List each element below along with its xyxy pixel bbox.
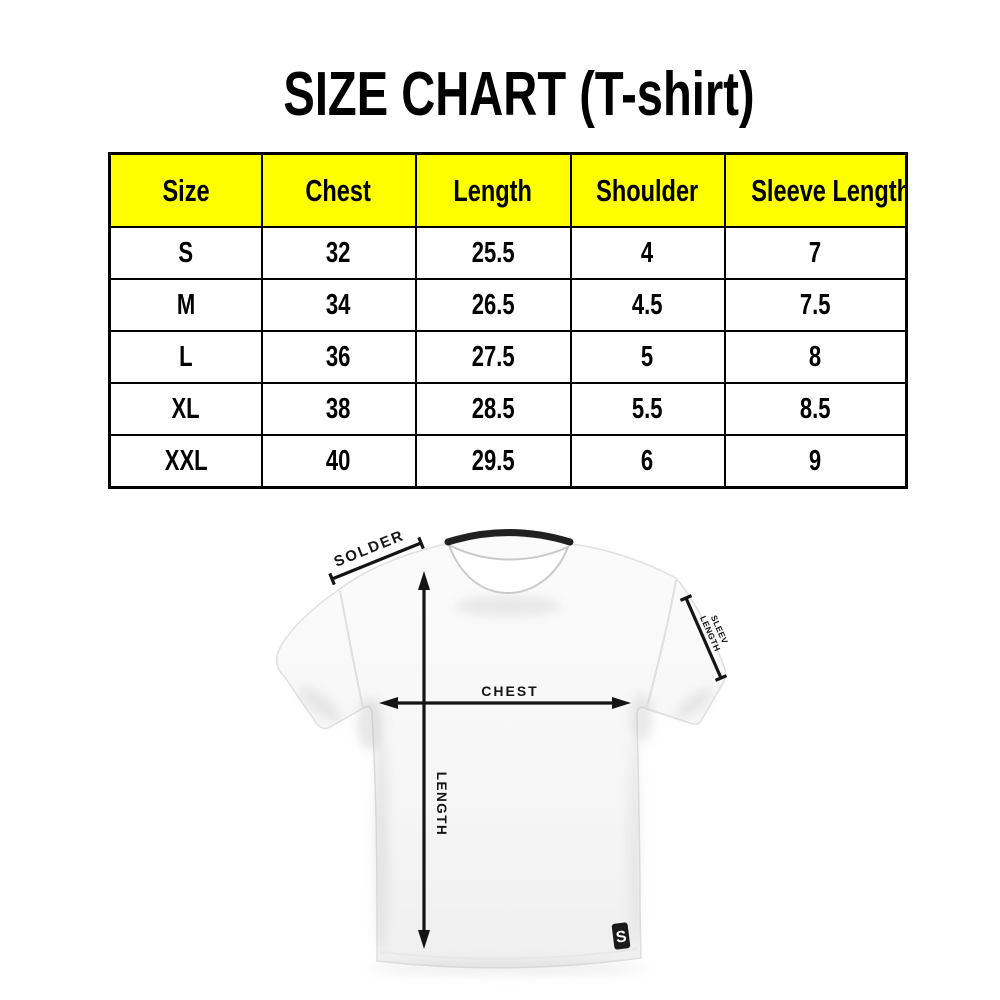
brand-tag-letter: S [615,928,628,946]
table-row-m: M 34 26.5 4.5 7.5 [108,278,908,332]
column-header-length-label: Length [453,172,533,208]
cell-shoulder-l: 5 [569,330,726,384]
cell-chest-s: 32 [260,226,417,280]
cell-shoulder-xl-value: 5.5 [632,392,663,425]
table-row-xl: XL 38 28.5 5.5 8.5 [108,382,908,436]
length-label: LENGTH [434,772,449,837]
column-header-size-label: Size [162,172,210,208]
cell-sleeve-s: 7 [723,226,908,280]
table-header-row: Size Chest Length Shoulder Sleeve Length [108,152,908,228]
cell-size-xxl: XXL [108,434,263,489]
size-chart-table: Size Chest Length Shoulder Sleeve Length… [108,152,908,489]
column-header-sleeve-length-label: Sleeve Length [750,172,907,208]
cell-chest-l: 36 [260,330,417,384]
cell-length-l: 27.5 [414,330,572,384]
cell-chest-xl: 38 [260,382,417,436]
cell-chest-l-value: 36 [326,340,351,373]
cell-length-xxl-value: 29.5 [471,444,515,477]
cell-sleeve-l: 8 [723,330,908,384]
page-title: SIZE CHART (T-shirt) [37,64,1000,126]
page-title-text: SIZE CHART (T-shirt) [282,60,755,129]
cell-sleeve-l-value: 8 [809,340,822,373]
cell-sleeve-s-value: 7 [809,236,822,269]
cell-size-l: L [108,330,263,384]
cell-size-l-value: L [179,340,193,373]
cell-length-m-value: 26.5 [471,288,515,321]
cell-chest-xxl-value: 40 [326,444,351,477]
cell-size-m: M [108,278,263,332]
cell-size-s: S [108,226,263,280]
cell-shoulder-m-value: 4.5 [632,288,663,321]
cell-chest-m-value: 34 [326,288,351,321]
cell-size-xxl-value: XXL [164,444,208,477]
table-row-s: S 32 25.5 4 7 [108,226,908,280]
tshirt-measurement-diagram: CHEST LENGTH SOLDER SLEEV LENGTH S [276,527,730,976]
cell-sleeve-m-value: 7.5 [799,288,831,321]
cell-sleeve-xl: 8.5 [723,382,908,436]
cell-length-l-value: 27.5 [471,340,515,373]
cell-length-xxl: 29.5 [414,434,572,489]
cell-length-s: 25.5 [414,226,572,280]
column-header-size: Size [108,152,263,228]
cell-sleeve-xxl-value: 9 [809,444,822,477]
tshirt-body [276,535,727,969]
cell-sleeve-xxl: 9 [723,434,908,489]
column-header-chest: Chest [260,152,417,228]
column-header-sleeve-length: Sleeve Length [723,152,908,228]
cell-chest-xl-value: 38 [326,392,351,425]
cell-size-m-value: M [176,288,195,321]
neck-opening [447,542,570,595]
column-header-shoulder-label: Shoulder [596,172,699,208]
shirt-seams [339,579,677,960]
brand-tag: S [611,922,631,950]
cell-sleeve-xl-value: 8.5 [799,392,831,425]
cell-shoulder-s: 4 [569,226,726,280]
cell-chest-xxl: 40 [260,434,417,489]
length-arrow [418,571,430,949]
column-header-length: Length [414,152,572,228]
shirt-shading [298,596,713,976]
column-header-chest-label: Chest [305,172,372,208]
cell-shoulder-m: 4.5 [569,278,726,332]
chest-label: CHEST [481,683,538,699]
cell-chest-s-value: 32 [326,236,351,269]
cell-sleeve-m: 7.5 [723,278,908,332]
cell-shoulder-xl: 5.5 [569,382,726,436]
cell-shoulder-s-value: 4 [641,236,654,269]
cell-shoulder-xxl: 6 [569,434,726,489]
cell-length-m: 26.5 [414,278,572,332]
shoulder-measure-line [328,536,425,586]
table-row-xxl: XXL 40 29.5 6 9 [108,434,908,489]
chest-arrow [379,697,631,709]
collar-band [444,529,574,546]
cell-size-xl: XL [108,382,263,436]
cell-shoulder-xxl-value: 6 [641,444,654,477]
cell-size-xl-value: XL [171,392,200,425]
cell-size-s-value: S [178,236,194,269]
cell-length-xl-value: 28.5 [471,392,515,425]
cell-shoulder-l-value: 5 [641,340,654,373]
column-header-shoulder: Shoulder [569,152,726,228]
cell-length-xl: 28.5 [414,382,572,436]
cell-length-s-value: 25.5 [471,236,515,269]
sleeve-measure-line [679,594,728,682]
cell-chest-m: 34 [260,278,417,332]
table-row-l: L 36 27.5 5 8 [108,330,908,384]
